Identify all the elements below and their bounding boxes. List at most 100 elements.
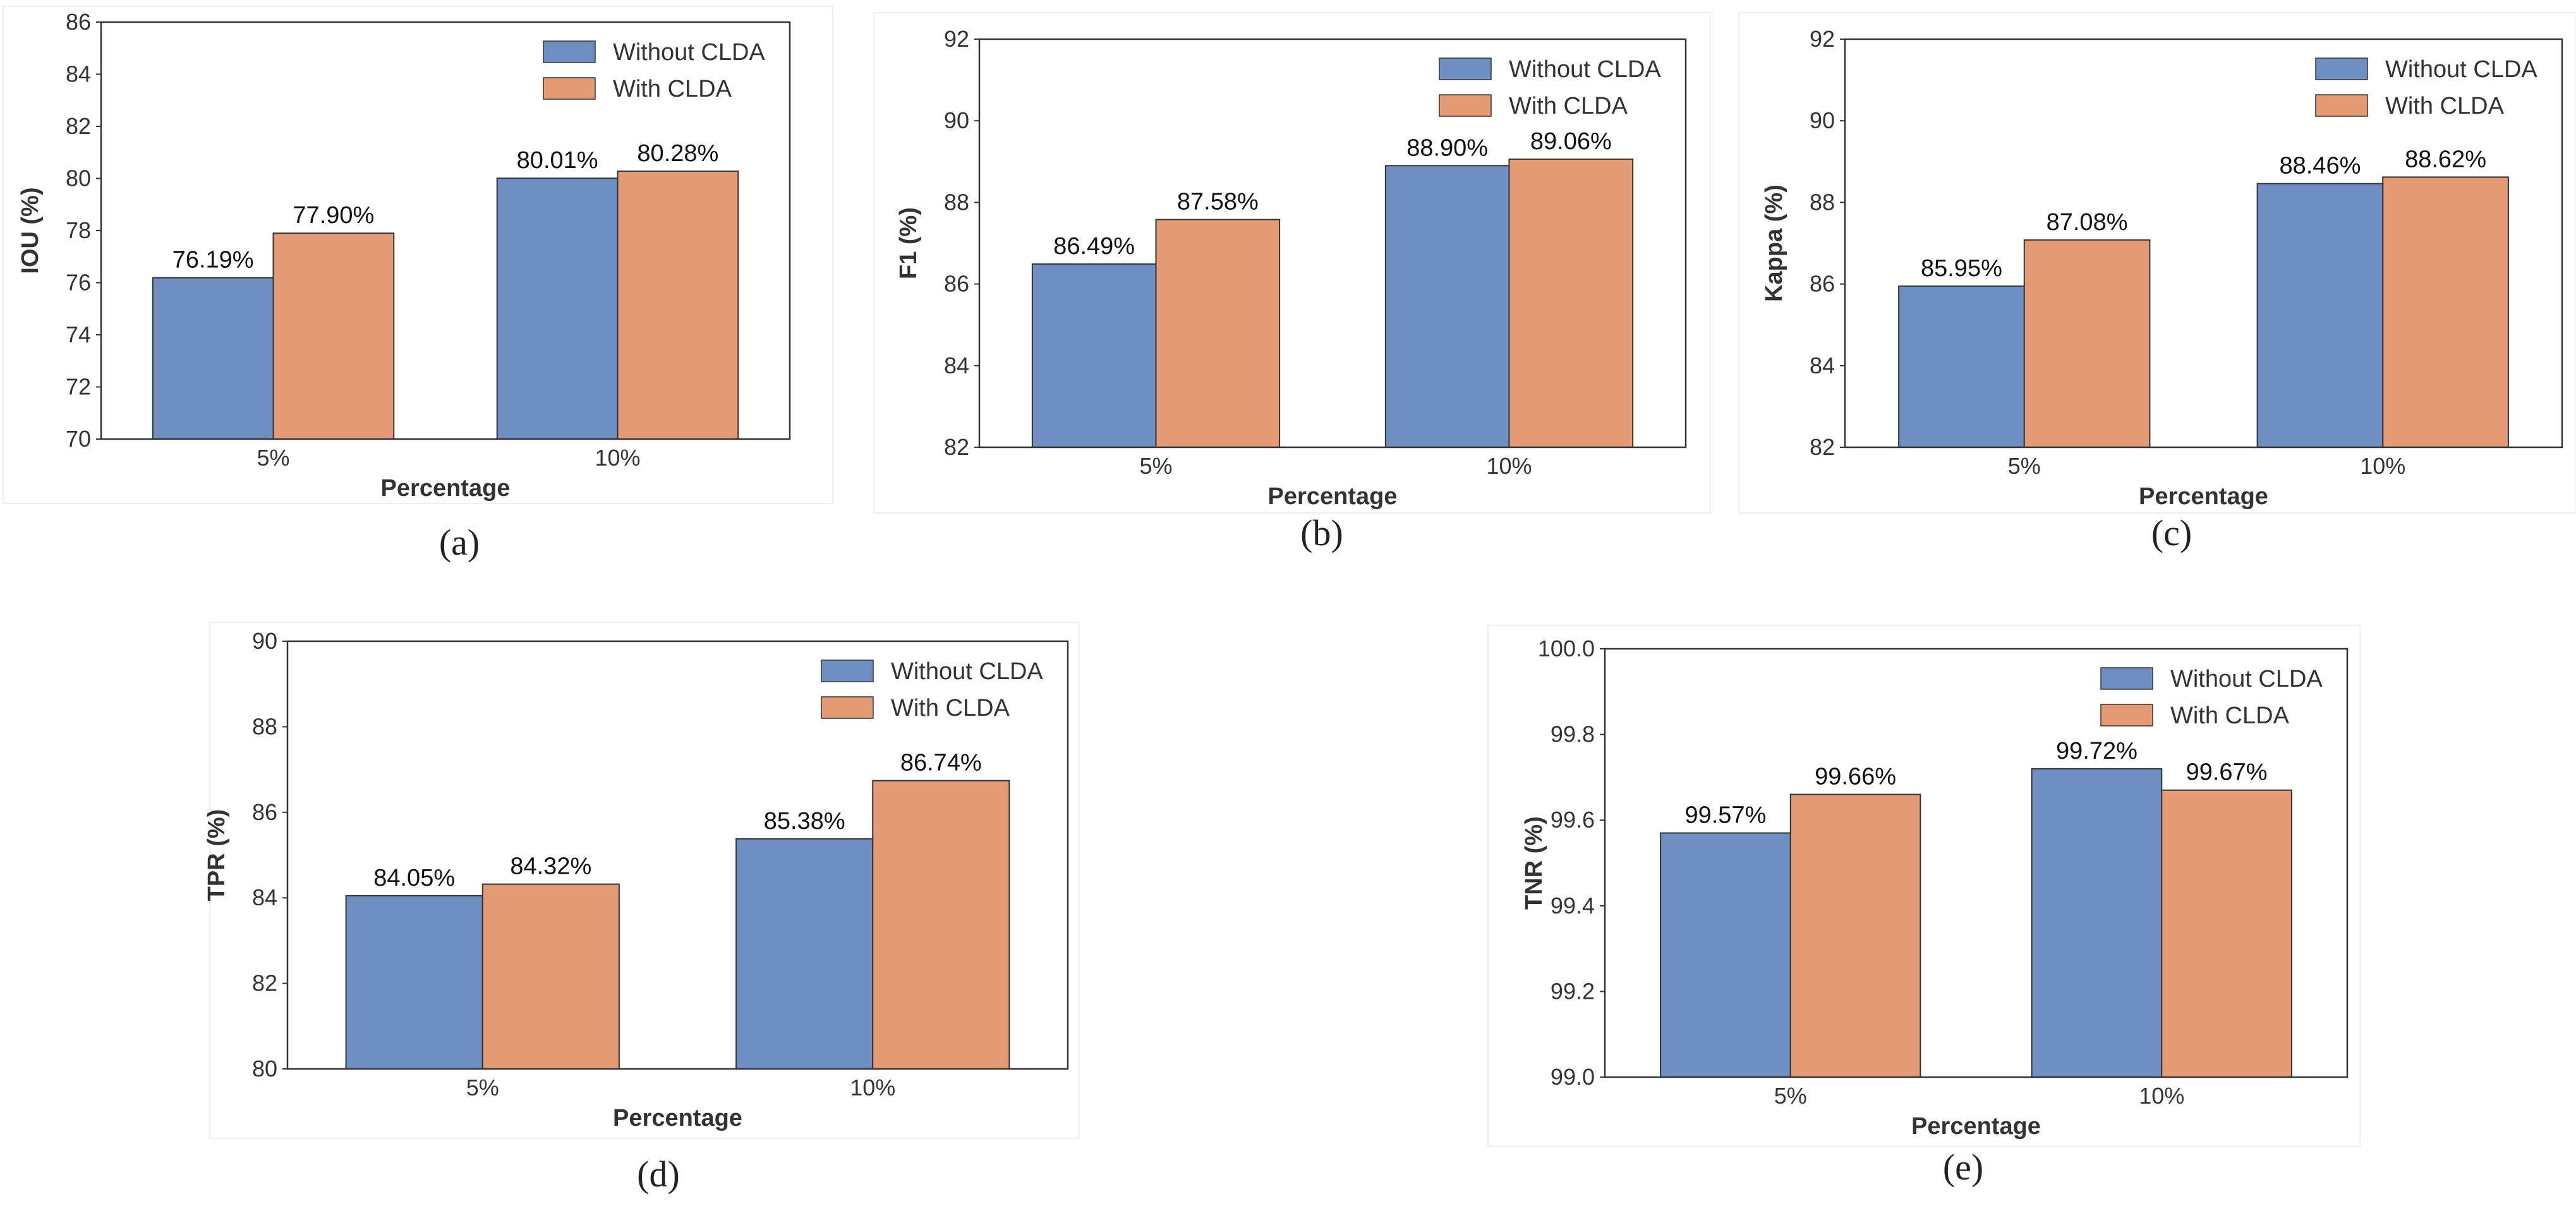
x-tick-label: 10%	[1486, 453, 1532, 479]
panel-border	[873, 12, 1711, 514]
y-tick-label: 90	[944, 107, 969, 133]
data-label: 80.28%	[637, 140, 718, 167]
panel-caption: (b)	[1300, 512, 1343, 553]
bar-without-clda-5pct	[1898, 285, 2025, 448]
bar-without-clda-10pct	[2256, 183, 2384, 448]
legend-label: Without CLDA	[613, 39, 765, 66]
x-axis-label: Percentage	[613, 1105, 742, 1131]
y-tick-label: 72	[66, 374, 91, 400]
data-label: 76.19%	[172, 247, 254, 274]
data-label: 99.57%	[1684, 802, 1766, 829]
legend-swatch-without-clda	[2315, 57, 2368, 80]
data-label: 88.62%	[2405, 146, 2486, 172]
y-tick-label: 84	[66, 61, 91, 87]
y-tick-label: 86	[66, 9, 91, 35]
data-label: 99.66%	[1815, 764, 1896, 790]
bar-with-clda-5pct	[272, 232, 395, 440]
panel-caption: (c)	[2151, 512, 2192, 553]
x-tick-label: 5%	[1774, 1083, 1807, 1109]
legend-label: With CLDA	[2170, 702, 2290, 729]
x-axis-label: Percentage	[381, 475, 511, 502]
x-tick-label: 5%	[2008, 453, 2041, 479]
y-axis-label: F1 (%)	[895, 207, 922, 279]
bar-without-clda-5pct	[1660, 832, 1791, 1078]
data-label: 87.58%	[1177, 189, 1259, 215]
panel-border	[3, 6, 833, 504]
legend-label: With CLDA	[1509, 93, 1628, 119]
y-tick-label: 99.8	[1551, 721, 1595, 747]
data-label: 87.08%	[2047, 209, 2128, 236]
bar-without-clda-5pct	[1031, 263, 1157, 448]
y-tick-label: 92	[944, 26, 969, 52]
legend-swatch-with-clda	[2100, 704, 2153, 727]
x-axis-label: Percentage	[1911, 1113, 2041, 1140]
bar-without-clda-10pct	[735, 838, 874, 1070]
bar-without-clda-10pct	[1384, 165, 1510, 448]
data-label: 88.90%	[1406, 135, 1488, 161]
y-tick-label: 82	[1810, 434, 1835, 460]
y-tick-label: 90	[1810, 107, 1835, 133]
panel-caption: (e)	[1943, 1147, 1983, 1188]
bar-with-clda-5pct	[481, 883, 620, 1070]
x-tick-label: 10%	[2139, 1083, 2184, 1109]
x-tick-label: 5%	[1139, 453, 1172, 479]
legend-swatch-without-clda	[2100, 667, 2153, 690]
x-tick-label: 10%	[850, 1075, 895, 1100]
chart-panel-c: 85.95% 87.08% 5% 88.46% 88.62% 10% 82 84 86 88 90 9…	[1738, 12, 2576, 553]
y-tick-label: 78	[66, 217, 91, 243]
data-label: 89.06%	[1530, 128, 1612, 155]
y-tick-label: 80	[66, 166, 91, 191]
legend-label: Without CLDA	[1509, 56, 1661, 83]
y-tick-label: 76	[66, 270, 91, 296]
data-label: 80.01%	[517, 147, 598, 174]
panel-caption: (d)	[637, 1154, 680, 1195]
chart-panel-a: 76.19% 77.90% 5% 80.01% 80.28% 10% 70 72 74 76 78 8…	[3, 6, 833, 563]
y-axis-label: Kappa (%)	[1761, 184, 1787, 302]
y-axis-label: IOU (%)	[17, 187, 44, 274]
legend-label: Without CLDA	[891, 658, 1043, 685]
y-tick-label: 84	[252, 884, 277, 910]
data-label: 84.05%	[373, 865, 455, 891]
plot-frame	[1604, 648, 2349, 1078]
y-tick-label: 100.0	[1538, 636, 1595, 661]
panel-border	[1487, 625, 2361, 1147]
data-label: 85.95%	[1921, 255, 2002, 282]
y-tick-label: 99.2	[1551, 978, 1595, 1004]
legend-swatch-with-clda	[1439, 94, 1492, 117]
y-tick-label: 80	[252, 1056, 277, 1082]
panel-caption: (a)	[439, 522, 480, 563]
y-tick-label: 86	[944, 271, 969, 297]
legend-swatch-with-clda	[821, 696, 874, 719]
legend-label: With CLDA	[2385, 93, 2505, 119]
bar-with-clda-10pct	[617, 170, 739, 440]
legend-label: Without CLDA	[2170, 666, 2323, 692]
y-tick-label: 99.4	[1551, 893, 1595, 919]
data-label: 84.32%	[510, 853, 591, 880]
y-tick-label: 86	[1810, 271, 1835, 297]
bar-with-clda-10pct	[1508, 158, 1634, 448]
y-axis-label: TNR (%)	[1521, 816, 1547, 910]
y-tick-label: 86	[252, 799, 277, 825]
x-tick-label: 5%	[257, 445, 289, 471]
bar-with-clda-10pct	[2161, 789, 2292, 1078]
bar-with-clda-10pct	[872, 780, 1010, 1070]
y-tick-label: 74	[66, 322, 91, 347]
bar-with-clda-10pct	[2382, 176, 2509, 448]
bar-without-clda-5pct	[152, 277, 274, 440]
chart-panel-d: 84.05% 84.32% 5% 85.38% 86.74% 10% 80 82 84 86 88 9…	[203, 622, 1080, 1195]
y-tick-label: 92	[1810, 26, 1835, 52]
legend-swatch-without-clda	[1439, 57, 1492, 80]
legend-swatch-with-clda	[2315, 94, 2368, 117]
data-label: 86.49%	[1053, 233, 1135, 260]
chart-panel-b: 86.49% 87.58% 5% 88.90% 89.06% 10% 82 84 86 88 90 9…	[873, 12, 1711, 553]
x-tick-label: 5%	[466, 1075, 499, 1100]
legend-label: With CLDA	[891, 695, 1010, 721]
legend-label: Without CLDA	[2385, 56, 2537, 83]
legend-swatch-without-clda	[543, 40, 596, 63]
legend-swatch-without-clda	[821, 660, 874, 682]
chart-panel-e: 99.57% 99.66% 5% 99.72% 99.67% 10% 99.0 99.2 99.…	[1487, 625, 2361, 1188]
bar-without-clda-10pct	[2031, 768, 2163, 1078]
bar-without-clda-5pct	[345, 895, 483, 1070]
data-label: 99.72%	[2056, 738, 2138, 764]
